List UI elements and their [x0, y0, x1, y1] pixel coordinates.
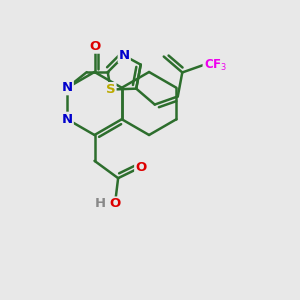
- Text: N: N: [62, 81, 73, 94]
- Text: H: H: [95, 197, 106, 211]
- Text: S: S: [106, 83, 116, 96]
- Text: N: N: [62, 113, 73, 126]
- Text: O: O: [89, 40, 100, 53]
- Text: O: O: [109, 197, 121, 211]
- Text: N: N: [119, 49, 130, 62]
- Text: O: O: [135, 160, 146, 174]
- Text: CF$_3$: CF$_3$: [203, 57, 227, 73]
